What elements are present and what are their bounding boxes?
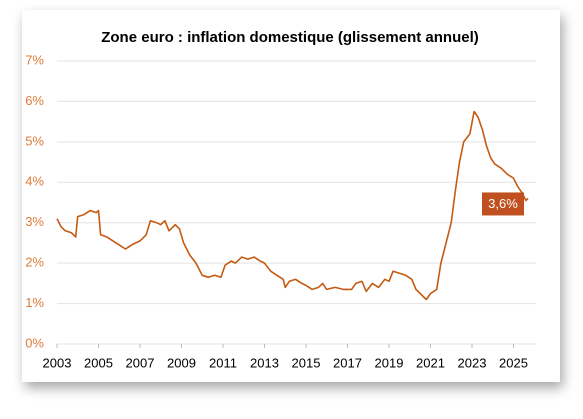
x-tick-label: 2021	[416, 355, 445, 370]
y-tick-label: 2%	[25, 255, 44, 270]
x-tick-label: 2013	[250, 355, 279, 370]
x-tick-label: 2005	[84, 355, 113, 370]
chart-title: Zone euro : inflation domestique (glisse…	[101, 29, 479, 46]
x-tick-label: 2007	[126, 355, 155, 370]
x-tick-label: 2025	[499, 355, 528, 370]
y-tick-label: 0%	[25, 335, 44, 350]
data-line	[56, 110, 529, 301]
y-tick-label: 7%	[25, 52, 44, 67]
x-tick-label: 2011	[209, 355, 237, 370]
y-tick-label: 1%	[25, 295, 44, 310]
value-label-box	[482, 192, 524, 216]
y-tick-label: 5%	[25, 133, 44, 148]
x-tick-label: 2003	[43, 355, 72, 370]
x-tick-label: 2009	[167, 355, 196, 370]
card	[22, 10, 560, 382]
x-tick-label: 2023	[458, 355, 487, 370]
y-tick-label: 3%	[25, 214, 44, 229]
x-tick-label: 2015	[292, 355, 321, 370]
x-tick-label: 2017	[333, 355, 362, 370]
y-tick-label: 4%	[25, 174, 44, 189]
value-label: 3,6%	[488, 196, 518, 211]
y-tick-label: 6%	[25, 93, 44, 108]
x-tick-label: 2019	[375, 355, 404, 370]
